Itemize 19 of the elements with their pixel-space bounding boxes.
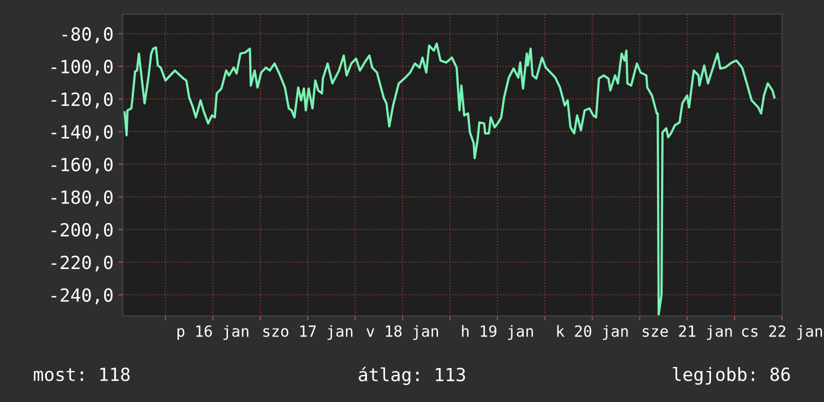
- y-tick-label: -200,0: [52, 222, 113, 239]
- text: átlag: 113: [358, 366, 465, 386]
- x-tick-label: h 19 jan: [462, 325, 533, 340]
- y-tick-label: -80,0: [62, 27, 113, 44]
- y-tick-label: -160,0: [52, 158, 113, 174]
- x-tick-label: k 20 jan: [557, 325, 628, 340]
- x-tick-label: szo 17 jan: [263, 325, 352, 340]
- y-tick-label: -240,0: [52, 288, 113, 304]
- y-tick-label: -100,0: [52, 60, 113, 76]
- text: legjobb: 86: [672, 367, 790, 385]
- x-tick-label: p 16 jan: [178, 325, 248, 340]
- y-tick-label: -120,0: [52, 92, 113, 108]
- y-tick-label: -180,0: [52, 190, 113, 206]
- x-tick-label: cs 22 jan: [742, 325, 822, 340]
- y-tick-label: -220,0: [52, 256, 113, 272]
- y-tick-label: -140,0: [52, 125, 113, 142]
- x-tick-label: v 18 jan: [366, 325, 438, 340]
- x-tick-label: sze 21 jan: [642, 325, 732, 340]
- text: most: 118: [34, 368, 130, 382]
